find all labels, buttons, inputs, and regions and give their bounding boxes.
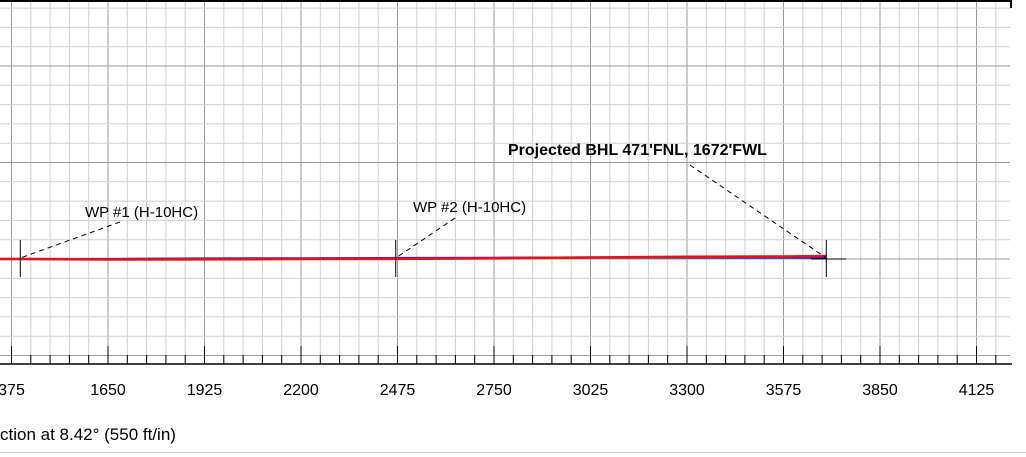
x-tick-label: 3025	[573, 382, 609, 399]
x-ticks: 375 1650 1925 2200 2475 2750 3025 3300 3575 3850 4…	[0, 346, 997, 399]
x-tick-label: 4125	[959, 382, 995, 399]
x-tick-label: 3850	[862, 382, 898, 399]
x-tick-label: 2475	[380, 382, 416, 399]
annotation-label: WP #1 (H-10HC)	[85, 204, 198, 221]
x-tick-label: 375	[0, 382, 25, 399]
section-plot: 375 1650 1925 2200 2475 2750 3025 3300 3575 3850 4…	[0, 0, 1012, 399]
markers-layer: WP #1 (H-10HC) WP #2 (H-10HC) Projected BH…	[19, 142, 847, 277]
annotation-label: Projected BHL 471'FNL, 1672'FWL	[508, 142, 767, 159]
x-tick-label: 3575	[766, 382, 802, 399]
x-tick-label: 1650	[90, 382, 126, 399]
annotation-leader	[689, 164, 827, 259]
x-tick-label: 2200	[283, 382, 319, 399]
x-tick-label: 2750	[476, 382, 512, 399]
series-line-2	[0, 254, 827, 261]
annotation-leader	[395, 217, 456, 259]
bottom-divider	[0, 452, 1026, 453]
x-axis-label: ction at 8.42° (550 ft/in)	[0, 425, 176, 444]
series-layer	[0, 254, 827, 261]
annotation-label: WP #2 (H-10HC)	[413, 199, 526, 216]
grid	[0, 2, 1010, 364]
x-tick-label: 1925	[187, 382, 223, 399]
x-tick-label: 3300	[669, 382, 705, 399]
